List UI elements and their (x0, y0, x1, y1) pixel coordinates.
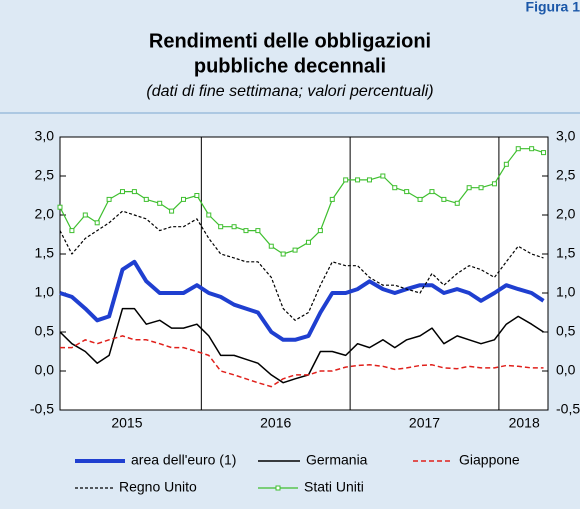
point-marker (429, 189, 435, 195)
point-marker (380, 173, 386, 179)
point-marker (404, 189, 410, 195)
y2-tick-label: 2,5 (556, 167, 576, 183)
point-marker (305, 239, 311, 245)
y2-tick-label: 0,5 (556, 323, 576, 339)
y-tick-label: 2,5 (35, 167, 55, 183)
y2-tick-label: 0,0 (556, 362, 576, 378)
point-marker (355, 177, 361, 183)
point-marker (169, 208, 175, 214)
point-marker (255, 228, 261, 234)
figure-label: Figura 1 (526, 0, 580, 15)
point-marker (329, 196, 335, 202)
chart-subtitle: (dati di fine settimana; valori percentu… (146, 83, 433, 100)
series-line (60, 335, 544, 388)
point-marker (343, 177, 349, 183)
y-tick-label: 1,5 (35, 245, 55, 261)
point-marker (491, 181, 497, 187)
point-marker (143, 196, 149, 202)
y-tick-label: 2,0 (35, 206, 55, 222)
y-tick-label: 3,0 (35, 128, 55, 144)
y-tick-label: 0,5 (35, 323, 55, 339)
y2-tick-label: 1,5 (556, 245, 576, 261)
point-marker (317, 228, 323, 234)
legend-label: Regno Unito (119, 479, 197, 495)
point-marker (231, 224, 237, 230)
legend-label: area dell'euro (1) (131, 452, 236, 468)
point-marker (441, 196, 447, 202)
legend-label: Stati Uniti (304, 479, 364, 495)
point-marker (529, 146, 535, 152)
legend-label: Giappone (459, 452, 520, 468)
point-marker (541, 150, 547, 156)
series-line (59, 210, 544, 321)
point-marker (515, 146, 521, 152)
point-marker (292, 247, 298, 253)
plot-area (59, 136, 549, 411)
y2-tick-label: -0,5 (556, 401, 580, 417)
point-marker (194, 193, 200, 198)
y2-tick-label: 1,0 (556, 284, 576, 300)
x-tick-label: 2018 (509, 415, 540, 431)
point-marker (157, 200, 163, 206)
series-line (59, 307, 544, 384)
point-marker (218, 224, 224, 230)
point-marker (69, 228, 75, 234)
chart-title: pubbliche decennali (194, 55, 386, 77)
point-marker (94, 220, 100, 226)
y-tick-label: 0,0 (35, 362, 55, 378)
y-tick-label: 1,0 (35, 284, 55, 300)
point-marker (268, 243, 274, 249)
chart-title: Rendimenti delle obbligazioni (149, 30, 431, 52)
y2-tick-label: 3,0 (556, 128, 576, 144)
x-tick-label: 2015 (111, 415, 142, 431)
point-marker (454, 200, 460, 206)
point-marker (503, 161, 509, 167)
point-marker (392, 185, 398, 191)
point-marker (243, 228, 249, 234)
y-tick-label: -0,5 (30, 401, 54, 417)
legend-marker (275, 485, 281, 491)
point-marker (82, 212, 88, 218)
x-tick-label: 2016 (260, 415, 291, 431)
point-marker (206, 212, 212, 218)
series-line (59, 259, 545, 342)
point-marker (106, 196, 112, 202)
legend-label: Germania (306, 452, 368, 468)
x-tick-label: 2017 (409, 415, 440, 431)
point-marker (131, 189, 137, 195)
point-marker (466, 185, 472, 191)
point-marker (280, 251, 286, 257)
y2-tick-label: 2,0 (556, 206, 576, 222)
series-line (59, 148, 544, 255)
point-marker (57, 204, 63, 210)
point-marker (180, 196, 186, 202)
point-marker (119, 189, 125, 195)
point-marker (417, 196, 423, 202)
point-marker (478, 185, 484, 191)
point-marker (366, 177, 372, 183)
